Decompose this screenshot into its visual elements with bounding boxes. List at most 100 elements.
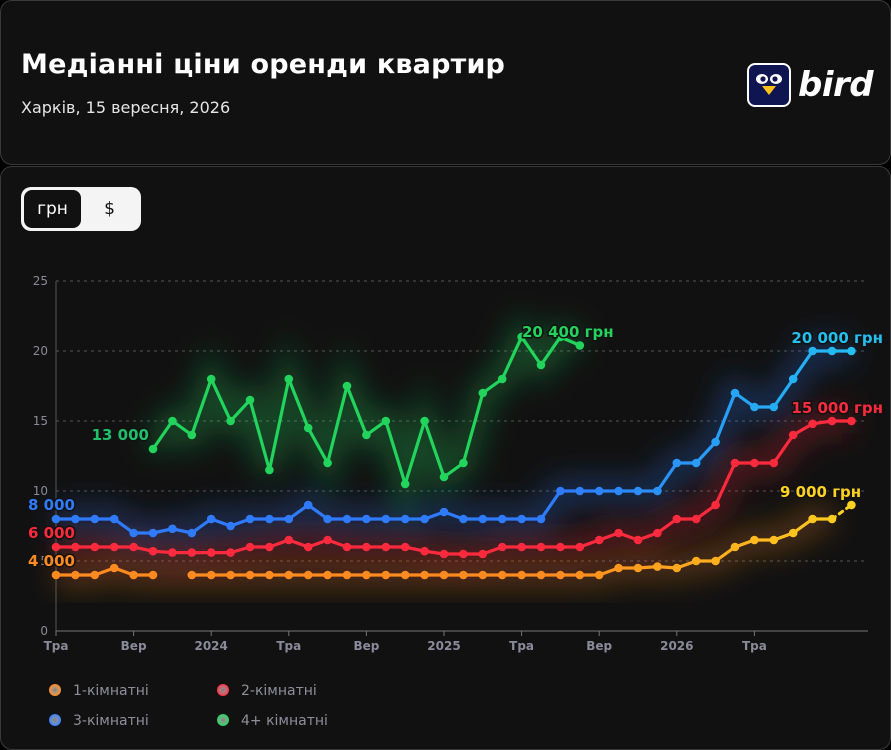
- series-3-point: [109, 514, 119, 524]
- series-3-point: [71, 514, 80, 524]
- series-1-point: [827, 514, 837, 524]
- series-1-end-label: 9 000 грн: [780, 483, 861, 501]
- series-1-point: [478, 570, 488, 580]
- series-2-point: [265, 542, 274, 552]
- series-2-point: [459, 549, 468, 559]
- series-1-point: [653, 562, 662, 571]
- series-3-point: [420, 514, 429, 524]
- currency-usd-button[interactable]: $: [104, 199, 115, 219]
- series-2-point: [303, 542, 313, 552]
- series-3-line-segment: [694, 440, 718, 465]
- series-4-line-segment: [151, 419, 174, 451]
- series-2-point: [711, 500, 720, 510]
- series-1-point: [808, 514, 817, 524]
- series-2-point: [168, 548, 177, 557]
- series-3-point: [245, 514, 255, 524]
- series-1-point: [51, 570, 61, 580]
- series-1-point: [148, 570, 158, 580]
- series-2-point: [827, 416, 837, 426]
- series-1-point: [342, 570, 352, 580]
- series-4-point: [187, 430, 197, 440]
- series-1-point: [711, 556, 720, 566]
- series-3-line-segment: [791, 349, 815, 381]
- series-3-point: [323, 514, 332, 524]
- series-4-line-segment: [384, 419, 407, 486]
- series-1-point: [459, 570, 468, 580]
- series-1-point: [788, 528, 798, 538]
- series-4-point: [575, 341, 585, 350]
- series-1-point: [691, 556, 701, 566]
- x-tick-label: Тра: [276, 639, 301, 653]
- series-1-point: [362, 570, 371, 580]
- series-3-point: [129, 528, 138, 538]
- series-1-point: [439, 570, 449, 580]
- series-1-point: [633, 563, 643, 573]
- series-3-point: [594, 486, 604, 496]
- series-1-point: [400, 570, 410, 580]
- series-3-point: [633, 486, 643, 496]
- series-1-point: [71, 570, 80, 580]
- series-2-end-label: 15 000 грн: [791, 399, 883, 417]
- series-1-point: [575, 570, 585, 580]
- series-2-point: [362, 542, 371, 552]
- series-1-point: [303, 570, 313, 580]
- series-2-point: [71, 542, 80, 552]
- series-1-point: [769, 535, 779, 545]
- series-1-point: [517, 570, 526, 580]
- x-tick-label: Вер: [353, 639, 379, 653]
- series-4-point: [478, 388, 488, 398]
- series-4-line-segment: [539, 335, 563, 367]
- legend-marker: [49, 714, 61, 726]
- series-3-start-label: 8 000: [28, 496, 75, 514]
- series-4-point: [517, 332, 526, 342]
- series-2-point: [323, 535, 332, 545]
- series-4-end-label: 20 400 грн: [522, 323, 614, 341]
- series-2-point: [672, 514, 682, 524]
- series-3-point: [187, 528, 197, 538]
- series-3-point: [226, 521, 235, 531]
- series-1-point: [847, 500, 856, 510]
- series-2-point: [750, 458, 759, 468]
- series-1-point: [109, 563, 119, 573]
- series-3-point: [381, 514, 391, 524]
- series-2-point: [769, 458, 779, 468]
- series-4-line-segment: [306, 426, 330, 465]
- series-2-point: [226, 548, 235, 557]
- series-2-point: [653, 528, 662, 538]
- legend-marker: [49, 684, 61, 696]
- series-4-point: [556, 332, 565, 342]
- series-4-line-segment: [190, 377, 213, 437]
- series-3-point: [439, 507, 449, 517]
- series-3-point: [808, 346, 817, 356]
- series-4-point: [497, 374, 507, 384]
- legend-label: 2-кімнатні: [241, 683, 317, 699]
- series-2-line-segment: [713, 461, 737, 507]
- currency-toggle[interactable]: грн $: [21, 187, 141, 231]
- series-1-point: [226, 570, 235, 580]
- series-2-start-label: 6 000: [28, 524, 75, 542]
- series-3-point: [148, 528, 158, 538]
- series-3-point: [303, 500, 313, 510]
- series-4-point: [265, 465, 274, 475]
- series-2-point: [536, 542, 546, 552]
- series-3-point: [265, 514, 274, 524]
- series-3-line-segment: [539, 489, 563, 521]
- series-2-point: [594, 535, 604, 545]
- series-1-point: [497, 570, 507, 580]
- currency-uah-button[interactable]: грн: [24, 190, 81, 228]
- series-3-point: [400, 514, 410, 524]
- series-4-point: [303, 423, 313, 433]
- series-4-point: [284, 374, 294, 384]
- series-3-point: [90, 514, 100, 524]
- series-3-point: [730, 388, 740, 398]
- series-3-point: [556, 486, 565, 496]
- series-3-point: [517, 514, 526, 524]
- x-tick-label: 2026: [660, 639, 693, 653]
- series-1-point: [245, 570, 255, 580]
- series-2-point: [478, 549, 488, 559]
- series-4-line-segment: [519, 335, 543, 367]
- series-2-point: [633, 535, 643, 545]
- series-3-point: [284, 514, 294, 524]
- page-title: Медіанні ціни оренди квартир: [21, 49, 506, 80]
